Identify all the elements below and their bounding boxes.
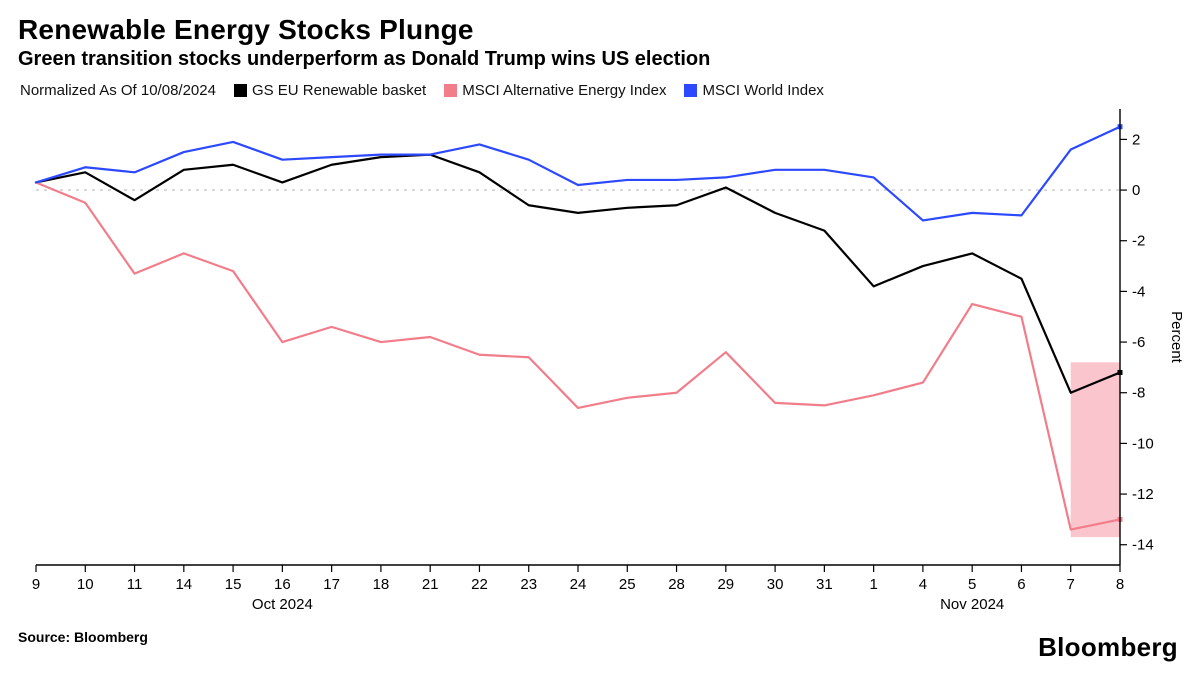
svg-text:-2: -2 [1132, 233, 1145, 250]
svg-text:14: 14 [175, 576, 192, 593]
chart-legend: Normalized As Of 10/08/2024 GS EU Renewa… [18, 81, 1182, 103]
legend-swatch-0 [234, 84, 247, 97]
svg-text:9: 9 [32, 576, 40, 593]
svg-text:30: 30 [767, 576, 784, 593]
svg-text:Nov 2024: Nov 2024 [940, 596, 1004, 613]
legend-label-0: GS EU Renewable basket [252, 82, 426, 99]
legend-swatch-1 [444, 84, 457, 97]
svg-text:25: 25 [619, 576, 636, 593]
svg-text:1: 1 [869, 576, 877, 593]
svg-text:-6: -6 [1132, 334, 1145, 351]
svg-text:-14: -14 [1132, 537, 1154, 554]
legend-normalized-label: Normalized As Of 10/08/2024 [20, 82, 216, 99]
legend-swatch-2 [684, 84, 697, 97]
svg-text:0: 0 [1132, 182, 1140, 199]
svg-text:18: 18 [373, 576, 390, 593]
svg-text:29: 29 [717, 576, 734, 593]
svg-text:-12: -12 [1132, 486, 1154, 503]
svg-text:-4: -4 [1132, 283, 1145, 300]
svg-text:-10: -10 [1132, 435, 1154, 452]
svg-text:10: 10 [77, 576, 94, 593]
svg-text:15: 15 [225, 576, 242, 593]
svg-text:6: 6 [1017, 576, 1025, 593]
svg-text:Percent: Percent [1168, 311, 1182, 364]
source-label: Source: Bloomberg [18, 629, 1182, 645]
legend-label-1: MSCI Alternative Energy Index [462, 82, 666, 99]
legend-label-2: MSCI World Index [702, 82, 823, 99]
svg-text:16: 16 [274, 576, 291, 593]
svg-text:Oct 2024: Oct 2024 [252, 596, 313, 613]
svg-text:4: 4 [919, 576, 927, 593]
svg-text:8: 8 [1116, 576, 1124, 593]
svg-text:5: 5 [968, 576, 976, 593]
svg-text:-8: -8 [1132, 385, 1145, 402]
svg-text:17: 17 [323, 576, 340, 593]
chart-plot: -14-12-10-8-6-4-202Percent91011141516171… [18, 103, 1182, 623]
chart-title: Renewable Energy Stocks Plunge [18, 14, 1182, 46]
svg-text:24: 24 [570, 576, 587, 593]
svg-text:28: 28 [668, 576, 685, 593]
svg-text:21: 21 [422, 576, 439, 593]
brand-logo: Bloomberg [1038, 632, 1178, 663]
svg-text:23: 23 [520, 576, 537, 593]
svg-text:2: 2 [1132, 131, 1140, 148]
svg-text:22: 22 [471, 576, 488, 593]
svg-text:31: 31 [816, 576, 833, 593]
svg-text:7: 7 [1067, 576, 1075, 593]
legend-item-1: MSCI Alternative Energy Index [444, 82, 666, 99]
svg-text:11: 11 [127, 576, 143, 593]
chart-subtitle: Green transition stocks underperform as … [18, 48, 1182, 71]
legend-item-2: MSCI World Index [684, 82, 823, 99]
legend-item-0: GS EU Renewable basket [234, 82, 426, 99]
